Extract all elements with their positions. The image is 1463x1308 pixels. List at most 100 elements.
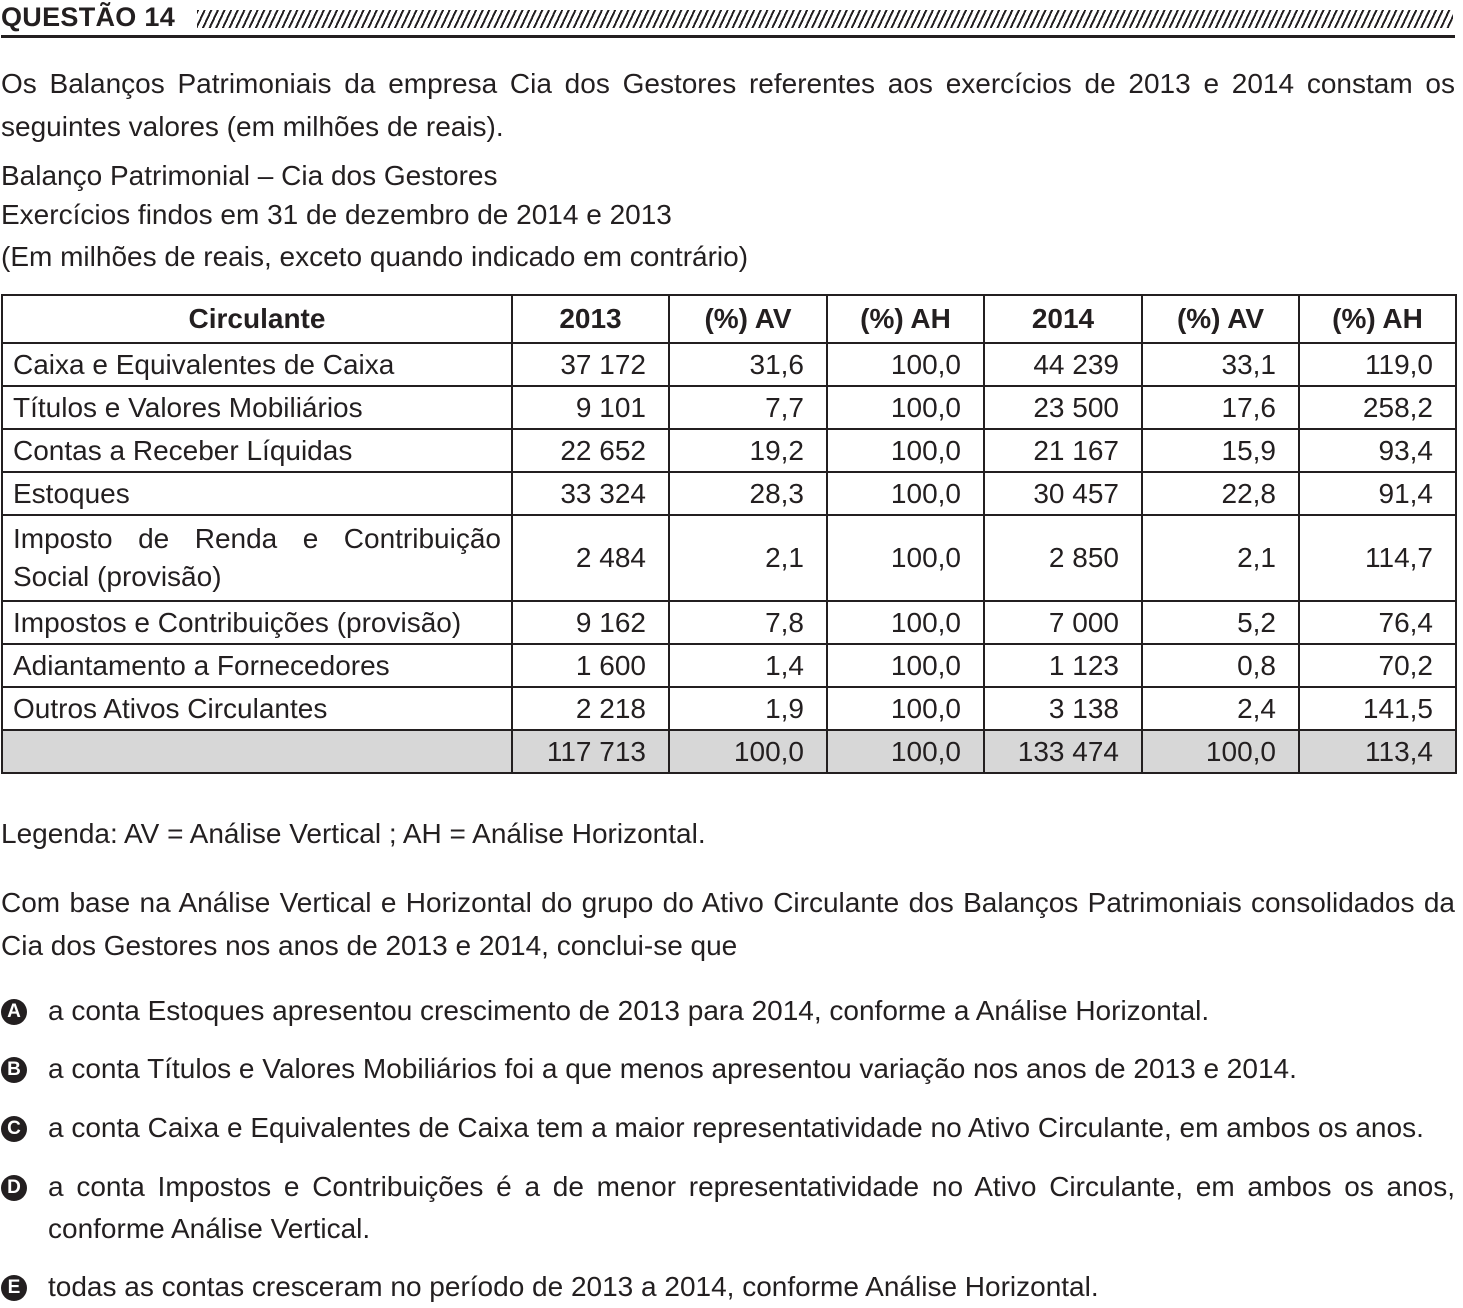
- cell-2014: 23 500: [983, 385, 1143, 430]
- cell-av-2014: 5,2: [1141, 600, 1300, 645]
- table-row: Caixa e Equivalentes de Caixa 37 172 31,…: [1, 342, 1457, 387]
- cell-2013: 33 324: [511, 471, 670, 516]
- cell-2014: 7 000: [983, 600, 1143, 645]
- cell-ah-2014: 258,2: [1298, 385, 1457, 430]
- cell-av-2013: 28,3: [668, 471, 828, 516]
- row-label: Outros Ativos Circulantes: [1, 686, 513, 731]
- cell-ah-2013: 100,0: [826, 471, 985, 516]
- cell-ah-2014: 93,4: [1298, 428, 1457, 473]
- question-header: QUESTÃO 14: [1, 0, 1455, 38]
- table-row: Adiantamento a Fornecedores 1 600 1,4 10…: [1, 643, 1457, 688]
- cell-av-2014: 22,8: [1141, 471, 1300, 516]
- cell-av-2014: 17,6: [1141, 385, 1300, 430]
- option-a-badge: A: [1, 999, 27, 1025]
- cell-ah-2014: 119,0: [1298, 342, 1457, 387]
- total-ah-2013: 100,0: [826, 729, 985, 774]
- cell-2014: 3 138: [983, 686, 1143, 731]
- cell-ah-2013: 100,0: [826, 385, 985, 430]
- question-stem: Com base na Análise Vertical e Horizonta…: [1, 887, 1455, 961]
- cell-ah-2013: 100,0: [826, 643, 985, 688]
- cell-2014: 44 239: [983, 342, 1143, 387]
- total-label: [1, 729, 513, 774]
- cell-2013: 2 218: [511, 686, 670, 731]
- cell-av-2013: 7,8: [668, 600, 828, 645]
- cell-ah-2013: 100,0: [826, 514, 985, 602]
- cell-av-2013: 1,9: [668, 686, 828, 731]
- option-e-text: todas as contas cresceram no período de …: [48, 1271, 1099, 1302]
- table-row: Estoques 33 324 28,3 100,0 30 457 22,8 9…: [1, 471, 1457, 516]
- cell-2013: 37 172: [511, 342, 670, 387]
- table-legend: Legenda: AV = Análise Vertical ; AH = An…: [1, 818, 706, 849]
- cell-av-2013: 7,7: [668, 385, 828, 430]
- cell-ah-2014: 141,5: [1298, 686, 1457, 731]
- cell-av-2014: 2,4: [1141, 686, 1300, 731]
- statement-period: Exercícios findos em 31 de dezembro de 2…: [1, 199, 672, 230]
- cell-2014: 30 457: [983, 471, 1143, 516]
- header-rule: [1, 35, 1455, 38]
- cell-ah-2014: 76,4: [1298, 600, 1457, 645]
- cell-ah-2013: 100,0: [826, 342, 985, 387]
- cell-av-2014: 0,8: [1141, 643, 1300, 688]
- table-total-row: 117 713 100,0 100,0 133 474 100,0 113,4: [1, 729, 1457, 774]
- col-header-ah-2013: (%) AH: [826, 294, 985, 344]
- cell-av-2014: 2,1: [1141, 514, 1300, 602]
- header-hatch-decoration: [197, 10, 1453, 28]
- question-title: QUESTÃO 14: [1, 1, 188, 33]
- cell-ah-2013: 100,0: [826, 600, 985, 645]
- cell-2014: 21 167: [983, 428, 1143, 473]
- row-label: Imposto de Renda e Contribuição Social (…: [1, 514, 513, 602]
- cell-av-2013: 1,4: [668, 643, 828, 688]
- row-label: Contas a Receber Líquidas: [1, 428, 513, 473]
- row-label: Estoques: [1, 471, 513, 516]
- cell-2013: 9 101: [511, 385, 670, 430]
- col-header-circulante: Circulante: [1, 294, 513, 344]
- option-a-text: a conta Estoques apresentou crescimento …: [48, 995, 1210, 1026]
- option-b-badge: B: [1, 1057, 27, 1083]
- option-c-text: a conta Caixa e Equivalentes de Caixa te…: [48, 1112, 1424, 1143]
- cell-2014: 2 850: [983, 514, 1143, 602]
- total-2014: 133 474: [983, 729, 1143, 774]
- cell-2014: 1 123: [983, 643, 1143, 688]
- cell-2013: 2 484: [511, 514, 670, 602]
- option-d-badge: D: [1, 1175, 27, 1201]
- cell-ah-2014: 70,2: [1298, 643, 1457, 688]
- option-e-badge: E: [1, 1275, 27, 1301]
- option-c-badge: C: [1, 1116, 27, 1142]
- col-header-av-2014: (%) AV: [1141, 294, 1300, 344]
- intro-paragraph: Os Balanços Patrimoniais da empresa Cia …: [1, 68, 1455, 142]
- table-row: Títulos e Valores Mobiliários 9 101 7,7 …: [1, 385, 1457, 430]
- option-d-text: a conta Impostos e Contribuições é a de …: [48, 1171, 1455, 1244]
- cell-2013: 9 162: [511, 600, 670, 645]
- cell-av-2014: 33,1: [1141, 342, 1300, 387]
- col-header-2014: 2014: [983, 294, 1143, 344]
- table-header-row: Circulante 2013 (%) AV (%) AH 2014 (%) A…: [1, 294, 1457, 344]
- col-header-2013: 2013: [511, 294, 670, 344]
- total-av-2013: 100,0: [668, 729, 828, 774]
- cell-ah-2014: 114,7: [1298, 514, 1457, 602]
- total-av-2014: 100,0: [1141, 729, 1300, 774]
- balance-sheet-table: Circulante 2013 (%) AV (%) AH 2014 (%) A…: [1, 294, 1457, 774]
- statement-unit-note: (Em milhões de reais, exceto quando indi…: [1, 241, 749, 272]
- row-label: Impostos e Contribuições (provisão): [1, 600, 513, 645]
- cell-av-2014: 15,9: [1141, 428, 1300, 473]
- row-label-line-1: Imposto de Renda e Contribuição: [13, 523, 501, 554]
- cell-av-2013: 2,1: [668, 514, 828, 602]
- cell-ah-2013: 100,0: [826, 428, 985, 473]
- row-label: Caixa e Equivalentes de Caixa: [1, 342, 513, 387]
- total-ah-2014: 113,4: [1298, 729, 1457, 774]
- statement-title: Balanço Patrimonial – Cia dos Gestores: [1, 160, 498, 191]
- table-row: Contas a Receber Líquidas 22 652 19,2 10…: [1, 428, 1457, 473]
- cell-2013: 22 652: [511, 428, 670, 473]
- row-label: Adiantamento a Fornecedores: [1, 643, 513, 688]
- table-row: Outros Ativos Circulantes 2 218 1,9 100,…: [1, 686, 1457, 731]
- table-row: Imposto de Renda e Contribuição Social (…: [1, 514, 1457, 602]
- option-b-text: a conta Títulos e Valores Mobiliários fo…: [48, 1053, 1297, 1084]
- cell-av-2013: 31,6: [668, 342, 828, 387]
- table-row: Impostos e Contribuições (provisão) 9 16…: [1, 600, 1457, 645]
- cell-ah-2013: 100,0: [826, 686, 985, 731]
- col-header-av-2013: (%) AV: [668, 294, 828, 344]
- cell-2013: 1 600: [511, 643, 670, 688]
- cell-av-2013: 19,2: [668, 428, 828, 473]
- col-header-ah-2014: (%) AH: [1298, 294, 1457, 344]
- row-label-line-2: Social (provisão): [13, 561, 222, 592]
